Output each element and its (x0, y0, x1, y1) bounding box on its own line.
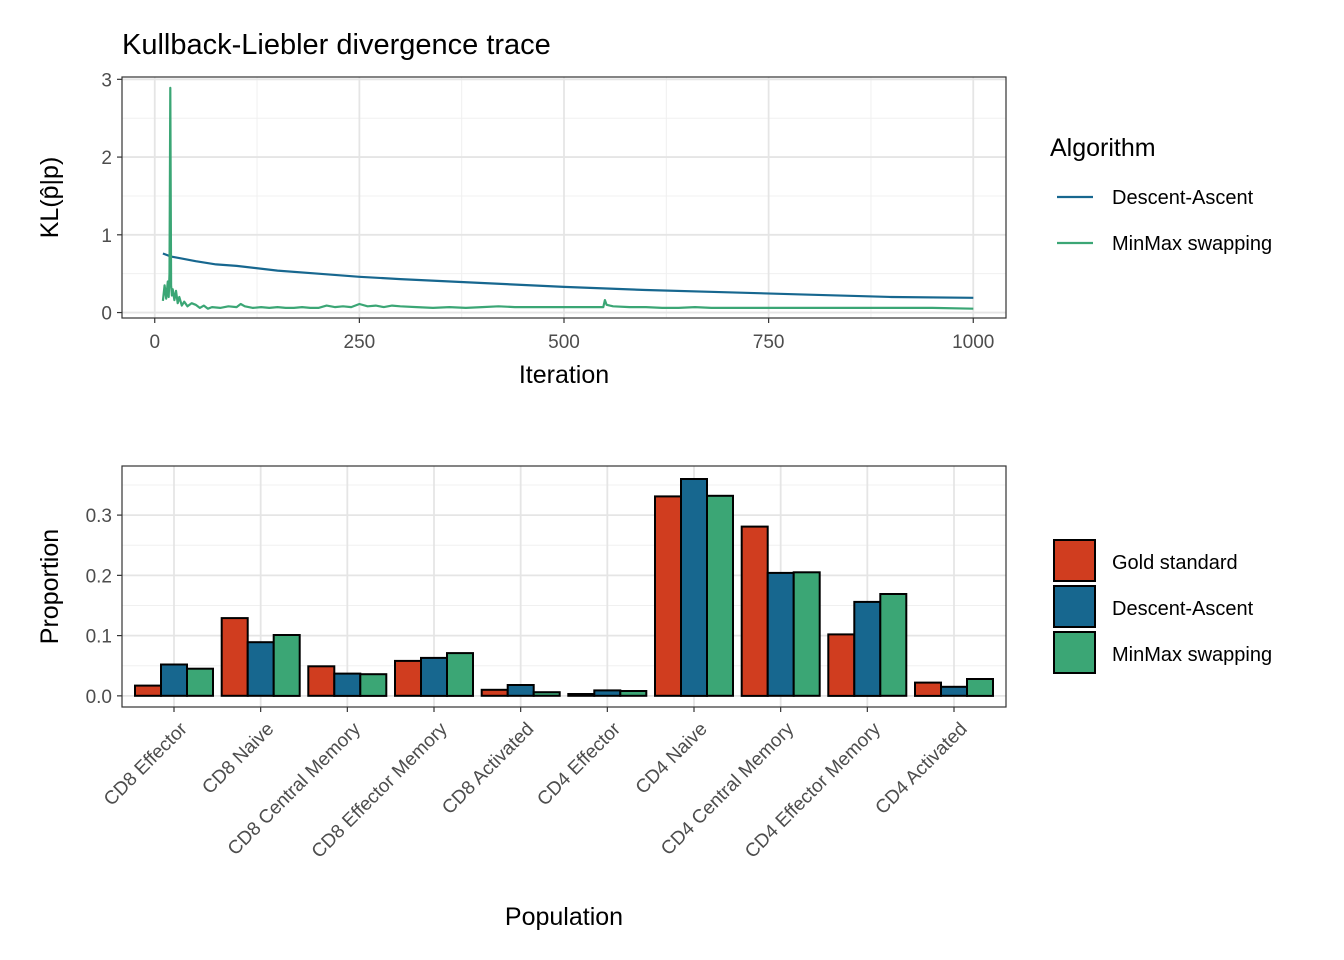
bar-panel-border (121, 465, 1007, 708)
trace-x-tick-label: 1000 (952, 332, 994, 353)
bar-cd4-effector-memory-descent-ascent (853, 600, 882, 697)
bar-cd8-naive-descent-ascent (246, 641, 275, 697)
trace-y-tick-label: 2 (101, 148, 112, 169)
bar-cd8-naive-gold-standard (220, 617, 249, 697)
bar-cd8-central-memory-gold-standard (307, 665, 336, 697)
bar-cd8-activated-descent-ascent (506, 684, 535, 697)
bar-y-tick-label: 0.0 (86, 687, 112, 708)
bar-cd8-effector-descent-ascent (160, 663, 188, 697)
bar-cd4-central-memory-gold-standard (740, 525, 769, 697)
trace-x-tick-label: 0 (149, 332, 160, 353)
bar-category-label: CD8 Activated (438, 719, 538, 819)
fill-legend-label: MinMax swapping (1112, 644, 1272, 666)
trace-x-axis-title: Iteration (519, 361, 609, 389)
bar-cd4-effector-memory-minmax-swapping (879, 593, 908, 697)
algorithm-legend-title: Algorithm (1050, 134, 1156, 162)
bar-cd4-activated-minmax-swapping (966, 678, 994, 697)
bar-cd8-naive-minmax-swapping (272, 634, 301, 697)
fill-legend-key-descent-ascent (1053, 585, 1096, 628)
trace-y-tick-label: 0 (101, 304, 112, 325)
bar-cd8-effector-memory-gold-standard (394, 659, 422, 697)
bar-cd8-activated-minmax-swapping (532, 691, 561, 697)
bar-y-tick-label: 0.2 (86, 566, 112, 587)
trace-x-tick-label: 750 (753, 332, 785, 353)
bar-category-label: CD4 Activated (872, 719, 972, 819)
bar-category-label: CD8 Naive (198, 719, 278, 799)
bar-cd4-naive-gold-standard (654, 495, 682, 697)
trace-y-tick-label: 1 (101, 226, 112, 247)
bar-cd4-naive-minmax-swapping (706, 494, 734, 697)
fill-legend-label: Gold standard (1112, 552, 1238, 574)
bar-cd4-effector-descent-ascent (593, 689, 622, 697)
bar-cd4-central-memory-descent-ascent (766, 571, 795, 697)
bar-y-axis-title: Proportion (36, 529, 64, 644)
bar-cd8-central-memory-descent-ascent (333, 672, 362, 697)
bar-y-tick-label: 0.1 (86, 627, 112, 648)
bar-cd8-effector-gold-standard (134, 684, 162, 697)
bar-cd4-effector-minmax-swapping (619, 690, 648, 697)
fill-legend-label: Descent-Ascent (1112, 598, 1254, 620)
bar-category-label: CD4 Naive (632, 719, 712, 799)
bar-cd8-effector-minmax-swapping (186, 667, 214, 697)
bar-cd4-naive-descent-ascent (680, 478, 708, 697)
trace-y-tick-label: 3 (101, 70, 112, 91)
bar-x-axis-title: Population (505, 903, 623, 931)
algorithm-legend-label: MinMax swapping (1112, 233, 1272, 255)
bar-cd8-effector-memory-minmax-swapping (446, 652, 474, 697)
trace-x-tick-label: 500 (548, 332, 580, 353)
bar-category-label: CD8 Effector (100, 718, 192, 810)
bar-cd4-central-memory-minmax-swapping (792, 571, 821, 697)
bar-y-tick-label: 0.3 (86, 506, 112, 527)
trace-series-line-descent-ascent (162, 252, 974, 299)
fill-legend-key-minmax-swapping (1053, 631, 1096, 674)
fill-legend-key-gold-standard (1053, 539, 1096, 582)
trace-x-tick-label: 250 (344, 332, 376, 353)
trace-y-axis-title: KL(p̂|p) (36, 157, 64, 239)
trace-series-line-minmax-swapping (161, 86, 974, 310)
bar-cd4-effector-gold-standard (567, 693, 596, 697)
bar-cd8-effector-memory-descent-ascent (420, 656, 448, 697)
algorithm-legend-label: Descent-Ascent (1112, 187, 1254, 209)
trace-chart-title: Kullback-Liebler divergence trace (122, 29, 551, 61)
bar-cd4-activated-descent-ascent (940, 685, 968, 697)
bar-cd4-activated-gold-standard (914, 681, 942, 697)
bar-cd4-effector-memory-gold-standard (827, 633, 856, 697)
bar-category-label: CD4 Effector (533, 718, 625, 810)
bar-cd8-central-memory-minmax-swapping (359, 673, 388, 697)
bar-cd8-activated-gold-standard (480, 688, 509, 697)
